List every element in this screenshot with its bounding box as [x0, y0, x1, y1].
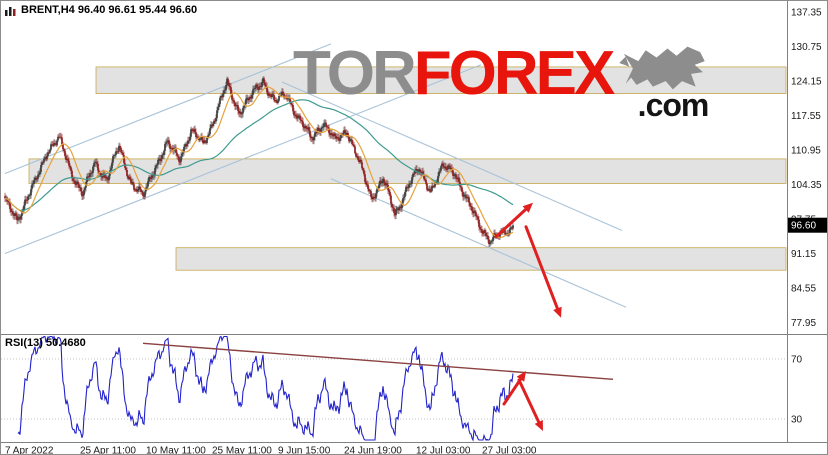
time-axis-label: 25 Apr 11:00 [80, 446, 136, 455]
price-axis-label: 84.55 [791, 284, 816, 295]
price-axis-label: 110.95 [791, 146, 821, 157]
forecast-arrow[interactable] [494, 208, 528, 239]
time-axis-label: 12 Jul 03:00 [416, 446, 471, 455]
sr-zone [28, 158, 787, 184]
price-axis-label: 124.15 [791, 77, 822, 88]
time-axis-label: 27 Jul 03:00 [482, 446, 537, 455]
forecast-arrow[interactable] [502, 377, 522, 406]
current-price-box [788, 217, 827, 233]
time-axis-label: 25 May 11:00 [212, 446, 272, 455]
time-axis-label: 10 May 11:00 [146, 446, 206, 455]
price-axis-label: 130.75 [791, 42, 822, 53]
rsi-axis-label: 70 [791, 355, 803, 366]
time-axis-label: 7 Apr 2022 [5, 446, 54, 455]
ma-fast-line [4, 86, 514, 239]
trend-channel-line[interactable] [281, 81, 623, 232]
trend-channel-line[interactable] [330, 178, 627, 308]
forecast-arrow[interactable] [524, 225, 559, 310]
trend-channel-line[interactable] [4, 43, 332, 175]
price-axis-label: 137.35 [791, 8, 822, 19]
forecast-arrow-head [522, 202, 533, 213]
bear-candle-bodies [4, 78, 513, 245]
sr-zone [175, 247, 787, 271]
rsi-trendline[interactable] [142, 342, 614, 380]
forecast-arrow-head [516, 371, 526, 382]
time-axis-label: 24 Jun 19:00 [344, 446, 402, 455]
forecast-arrow[interactable] [517, 378, 541, 424]
price-axis-label: 91.15 [791, 249, 816, 260]
price-axis-label: 104.35 [791, 180, 822, 191]
current-price-label: 96.60 [791, 221, 816, 232]
price-axis-label: 77.95 [791, 318, 816, 329]
rsi-indicator-label: RSI(13) 50.4680 [5, 337, 86, 349]
forecast-arrow-head [534, 420, 543, 431]
rsi-axis-label: 30 [791, 415, 803, 426]
bull-candle-bodies [5, 78, 514, 245]
price-axis-label: 117.55 [791, 111, 821, 122]
forecast-arrow-head [553, 306, 562, 318]
chart-icon [5, 5, 18, 23]
trend-channel-line[interactable] [4, 64, 482, 255]
time-axis-label: 9 Jun 15:00 [278, 446, 331, 455]
rsi-line [17, 335, 514, 442]
symbol-ohlc-label: BRENT,H4 96.40 96.61 95.44 96.60 [21, 4, 198, 16]
